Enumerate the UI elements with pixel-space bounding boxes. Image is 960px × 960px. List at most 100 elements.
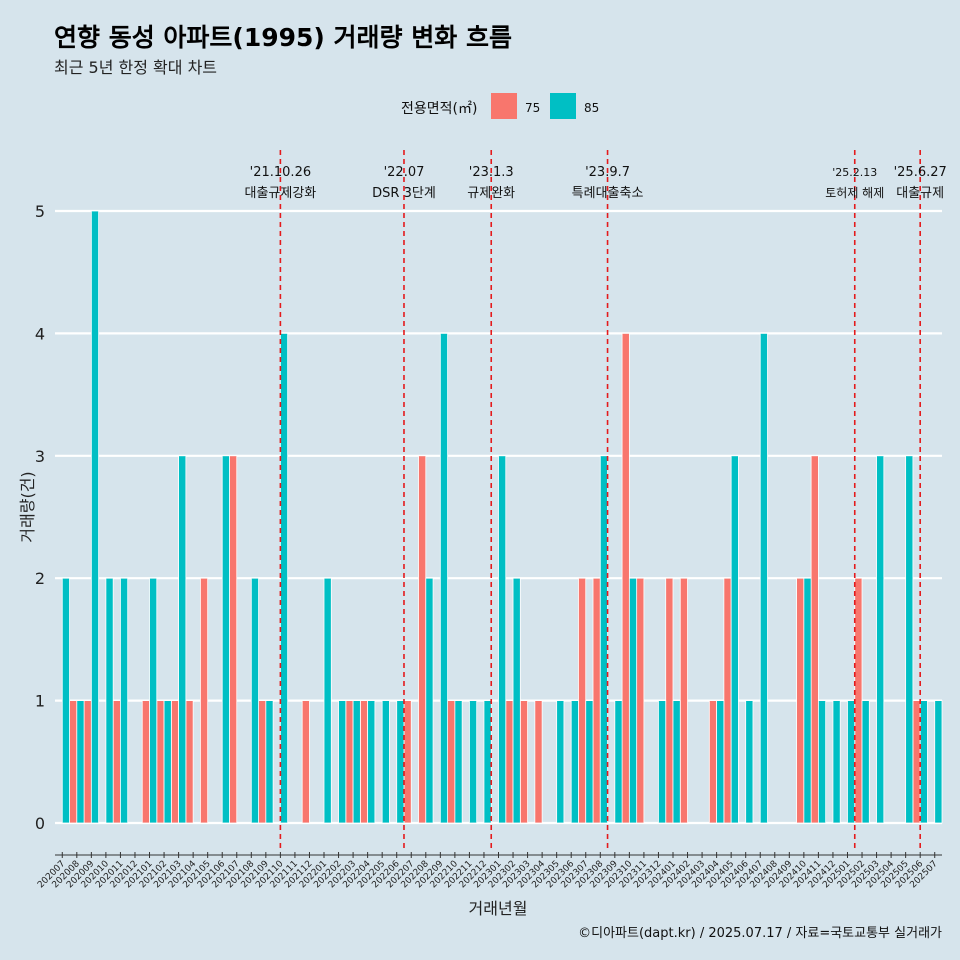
event-marker-0: '21.10.26 대출규제강화 [245, 150, 317, 848]
legend-title: 전용면적(㎡) [401, 101, 477, 117]
legend-label-85: 85 [584, 101, 599, 115]
event-name-label: 대출규제강화 [245, 186, 317, 201]
bar-85-202312 [658, 700, 667, 824]
bar-85-202010 [105, 577, 114, 824]
bar-85-202307 [585, 700, 594, 824]
bar-85-202405 [730, 455, 739, 824]
legend-label-75: 75 [525, 101, 540, 115]
bar-75-202103 [170, 700, 179, 824]
y-axis-label: 거래량(건) [18, 471, 37, 542]
bar-75-202011 [112, 700, 121, 824]
legend: 전용면적(㎡) 75 85 [401, 93, 599, 119]
bar-85-202305 [556, 700, 565, 824]
event-date-label: '21.10.26 [250, 165, 311, 180]
bar-85-202301 [498, 455, 507, 824]
bar-85-202204 [367, 700, 376, 824]
bar-85-202503 [876, 455, 885, 824]
bar-85-202106 [221, 455, 230, 824]
bar-75-202112 [301, 700, 310, 824]
event-date-label: '25.2.13 [832, 166, 877, 179]
chart-title: 연향 동성 아파트(1995) 거래량 변화 흐름 [54, 23, 512, 52]
bars [61, 210, 943, 824]
bar-75-202204 [359, 700, 369, 824]
bar-75-202104 [185, 700, 194, 824]
event-marker-5: '25.6.27 대출규제 [894, 150, 947, 848]
bar-75-202009 [83, 700, 92, 824]
bar-75-202107 [229, 455, 238, 824]
bar-75-202308 [592, 577, 601, 824]
bar-75-202303 [519, 700, 528, 824]
bar-75-202008 [69, 700, 78, 824]
bar-75-202401 [665, 577, 674, 824]
x-axis: 2020072020082020092020102020112020122021… [36, 852, 942, 890]
bar-85-202502 [861, 700, 870, 824]
event-date-label: '22.07 [384, 165, 425, 180]
bar-85-202306 [570, 700, 579, 824]
bar-75-202101 [141, 700, 150, 824]
event-date-label: '25.6.27 [894, 165, 947, 180]
event-date-label: '23.1.3 [469, 165, 514, 180]
bar-85-202201 [323, 577, 332, 824]
bar-75-202405 [723, 577, 732, 824]
bar-85-202501 [847, 700, 856, 824]
bar-75-202410 [796, 577, 805, 824]
event-marker-4: '25.2.13 토허제 해제 [825, 150, 884, 848]
y-axis: 0 1 2 3 4 5 [35, 202, 45, 833]
chart-subtitle: 최근 5년 한정 확대 차트 [54, 58, 218, 77]
bar-85-202007 [61, 577, 70, 824]
bar-75-202307 [578, 577, 587, 824]
event-name-label: DSR 3단계 [372, 186, 436, 201]
bar-75-202311 [636, 577, 645, 824]
bar-85-202506 [919, 700, 928, 824]
bar-85-202308 [599, 455, 608, 824]
bar-75-202302 [505, 700, 514, 824]
bar-75-202502 [854, 577, 863, 824]
bar-85-202209 [439, 332, 449, 824]
bar-85-202206 [396, 700, 405, 824]
bar-85-202008 [76, 700, 85, 824]
x-axis-label: 거래년월 [469, 899, 528, 918]
bar-85-202507 [934, 700, 943, 824]
bar-75-202402 [679, 577, 688, 824]
bar-85-202101 [149, 577, 158, 824]
event-name-label: 토허제 해제 [825, 186, 884, 200]
bar-85-202202 [338, 700, 347, 824]
bar-85-202302 [512, 577, 521, 824]
bar-75-202203 [345, 700, 354, 824]
bar-75-202208 [418, 455, 427, 824]
legend-swatch-85 [550, 93, 576, 119]
event-marker-2: '23.1.3 규제완화 [467, 150, 515, 848]
bar-75-202304 [534, 700, 543, 824]
bar-85-202505 [905, 455, 914, 824]
bar-85-202110 [279, 332, 289, 824]
bar-85-202205 [381, 700, 390, 824]
bar-85-202211 [469, 700, 478, 824]
legend-swatch-75 [491, 93, 517, 119]
bar-85-202401 [672, 700, 681, 824]
bar-75-202109 [258, 700, 267, 824]
bar-75-202506 [912, 700, 921, 824]
event-name-label: 규제완화 [467, 186, 515, 201]
bar-85-202406 [745, 700, 754, 824]
y-tick-label: 0 [35, 814, 45, 833]
y-tick-label: 1 [35, 692, 45, 711]
bar-85-202102 [163, 700, 172, 824]
bar-75-202105 [200, 577, 209, 824]
event-marker-3: '23.9.7 특례대출축소 [572, 150, 644, 848]
bar-85-202407 [759, 332, 768, 824]
source-caption: ©디아파트(dapt.kr) / 2025.07.17 / 자료=국토교통부 실… [578, 926, 942, 941]
bar-85-202309 [614, 700, 623, 824]
bar-85-202208 [425, 577, 434, 824]
bar-85-202203 [352, 700, 361, 824]
y-tick-label: 2 [35, 569, 45, 588]
bar-85-202411 [818, 700, 827, 824]
bar-85-202412 [832, 700, 841, 824]
bar-85-202009 [90, 210, 100, 824]
bar-85-202212 [483, 700, 492, 824]
event-name-label: 특례대출축소 [572, 186, 644, 201]
bar-75-202310 [621, 332, 630, 824]
bar-75-202102 [156, 700, 165, 824]
bar-85-202404 [716, 700, 725, 824]
bar-85-202310 [628, 577, 638, 824]
